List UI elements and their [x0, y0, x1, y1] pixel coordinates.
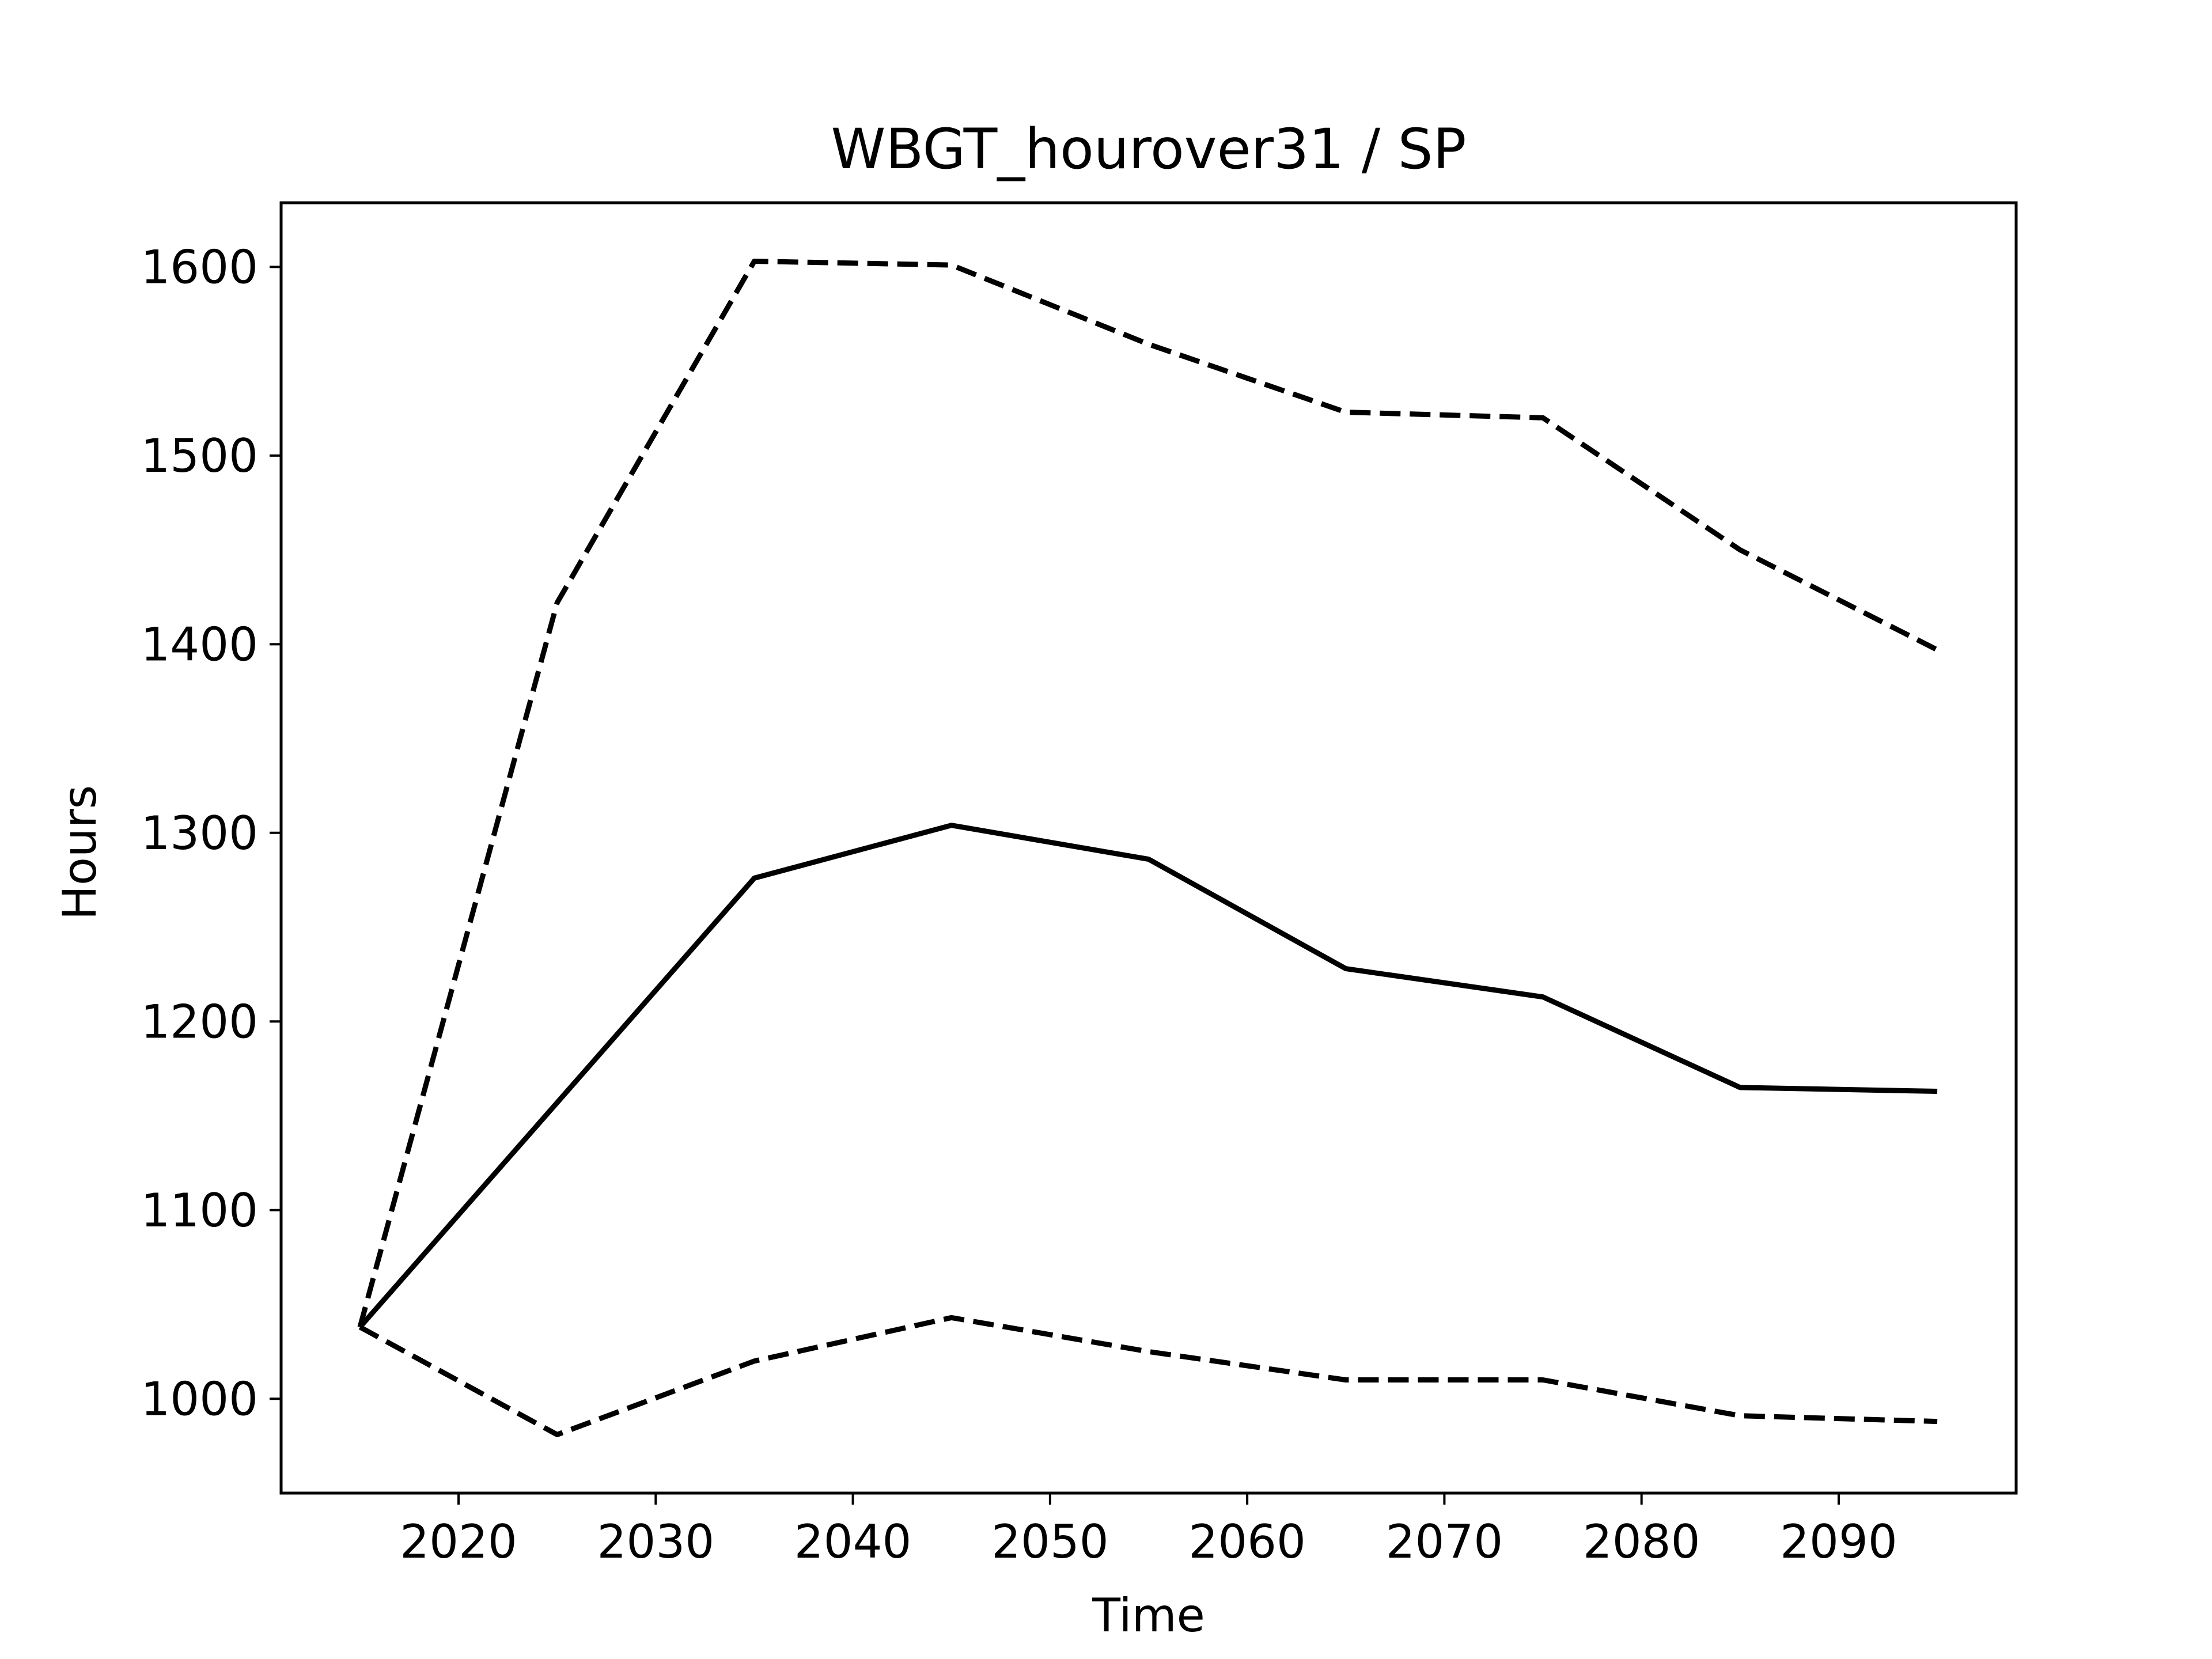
- x-tick-label: 2020: [400, 1515, 517, 1569]
- x-tick-label: 2050: [991, 1515, 1109, 1569]
- plot-frame: [279, 201, 2018, 1495]
- x-tick-label: 2030: [597, 1515, 715, 1569]
- series-line-2: [357, 259, 1939, 1328]
- y-tick-label: 1200: [141, 995, 258, 1048]
- y-tick-label: 1400: [141, 618, 258, 671]
- x-tick-label: 2060: [1188, 1515, 1306, 1569]
- y-tick-label: 1000: [141, 1372, 258, 1426]
- y-tick-label: 1300: [141, 806, 258, 860]
- x-tick-label: 2080: [1583, 1515, 1700, 1569]
- x-tick-label: 2040: [794, 1515, 912, 1569]
- y-axis-label: Hours: [53, 785, 107, 920]
- y-tick-label: 1100: [141, 1184, 258, 1237]
- y-tick-label: 1600: [141, 240, 258, 294]
- series-line-1: [358, 823, 1938, 1329]
- x-axis-label: Time: [1092, 1589, 1205, 1642]
- x-axis: 2020 2030 2040 2050 2060 2070 2080 2090: [400, 1493, 1897, 1569]
- plot-area: [357, 259, 1939, 1437]
- chart-title: WBGT_hourover31 / SP: [831, 117, 1467, 181]
- series-line-3: [358, 1315, 1938, 1437]
- x-tick-label: 2090: [1780, 1515, 1897, 1569]
- y-axis: 1000 1100 1200 1300 1400 1500 1600: [141, 240, 281, 1426]
- y-tick-label: 1500: [141, 429, 258, 483]
- x-tick-label: 2070: [1386, 1515, 1503, 1569]
